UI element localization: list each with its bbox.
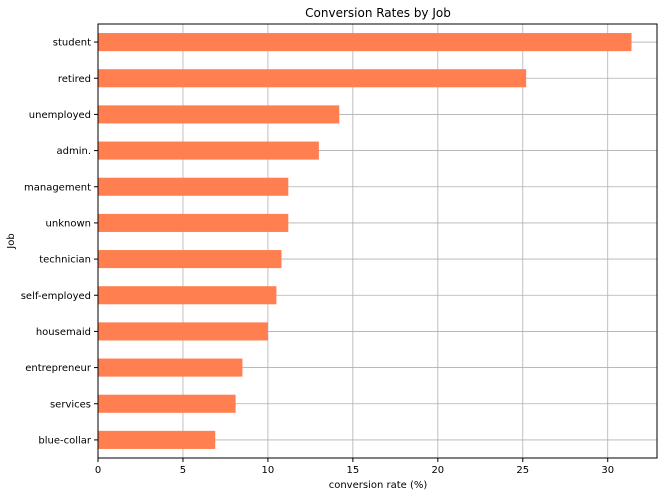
x-tick-label: 30	[601, 465, 614, 476]
bar-self-employed	[98, 286, 277, 305]
bar-unknown	[98, 213, 289, 232]
y-tick-label: management	[24, 182, 91, 193]
bar-blue-collar	[98, 430, 216, 449]
y-tick-label: unknown	[46, 218, 91, 229]
bars	[98, 33, 632, 449]
y-axis-label: Job	[6, 233, 17, 249]
x-tick-label: 5	[180, 465, 186, 476]
bar-admin-	[98, 141, 319, 160]
bar-entrepreneur	[98, 358, 243, 377]
x-tick-label: 15	[346, 465, 359, 476]
y-tick-label: self-employed	[21, 291, 91, 302]
bar-student	[98, 33, 632, 52]
y-tick-label: admin.	[56, 146, 91, 157]
y-tick-label: technician	[39, 255, 91, 266]
bar-management	[98, 177, 289, 196]
bar-services	[98, 394, 236, 413]
x-axis-label: conversion rate (%)	[329, 480, 428, 491]
y-tick-label: housemaid	[36, 327, 91, 338]
y-tick-label: student	[53, 38, 91, 49]
bar-technician	[98, 250, 282, 269]
y-tick-label: unemployed	[29, 110, 91, 121]
bar-housemaid	[98, 322, 268, 341]
bar-retired	[98, 69, 527, 88]
x-tick-label: 25	[516, 465, 529, 476]
y-axis-ticks: student retired unemployed admin. management…	[21, 38, 98, 446]
x-tick-label: 20	[431, 465, 444, 476]
y-tick-label: blue-collar	[38, 435, 92, 446]
y-tick-label: services	[50, 399, 91, 410]
x-tick-label: 0	[95, 465, 101, 476]
chart-title: Conversion Rates by Job	[305, 6, 451, 20]
y-tick-label: entrepreneur	[25, 363, 92, 374]
x-tick-label: 10	[262, 465, 275, 476]
x-axis-ticks: 0 5 10 15 20 25 30	[95, 458, 614, 476]
y-tick-label: retired	[58, 74, 91, 85]
bar-unemployed	[98, 105, 340, 124]
plot-frame	[97, 23, 658, 459]
grid-lines	[97, 24, 657, 458]
